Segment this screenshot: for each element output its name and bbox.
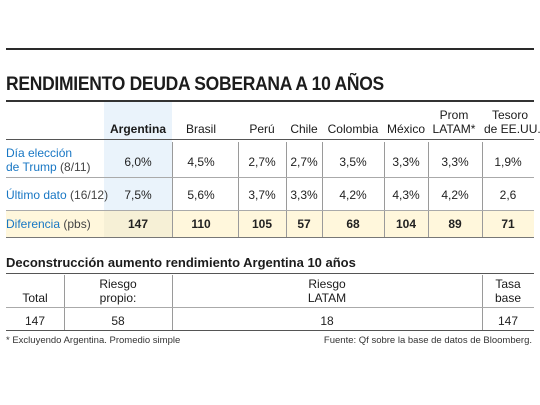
table-cell: 71 — [501, 217, 515, 231]
row-label-ultimo-text: Último dato — [6, 188, 67, 202]
col-divider — [428, 142, 429, 237]
table-cell: 147 — [127, 217, 149, 231]
col-header-argentina: Argentina — [109, 122, 166, 136]
table-cell: 7,5% — [124, 188, 152, 202]
decon-header-riesgo-latam: Riesgo LATAM — [172, 277, 482, 305]
table-bottom-rule — [6, 237, 534, 238]
table-cell: 3,3% — [290, 188, 318, 202]
decon-bottom-rule — [6, 330, 534, 331]
table-cell: 4,2% — [441, 188, 469, 202]
col-header-prom-latam: Prom LATAM* — [430, 108, 478, 136]
decon-value-total: 147 — [24, 314, 46, 328]
table-cell: 110 — [191, 217, 211, 231]
table-cell: 5,6% — [187, 188, 215, 202]
decon-value-tasa-base: 147 — [497, 314, 519, 328]
decon-value-riesgo-propio: 58 — [111, 314, 125, 328]
row-label-eleccion-text: de Trump — [6, 160, 57, 174]
row-label-diferencia-text: Diferencia — [6, 217, 61, 231]
table-cell: 2,6 — [499, 188, 517, 202]
col-header-tesoro-line2: de EE.UU. — [484, 122, 540, 136]
table-cell: 104 — [395, 217, 417, 231]
col-header-mexico: México — [386, 122, 425, 136]
argentina-diferencia-highlight — [104, 211, 172, 237]
col-header-chile: Chile — [290, 122, 318, 136]
footnote: * Excluyendo Argentina. Promedio simple — [6, 335, 181, 346]
row-rule — [6, 210, 534, 211]
table-cell: 57 — [297, 217, 311, 231]
table-cell: 4,3% — [392, 188, 420, 202]
table-cell: 3,7% — [248, 188, 276, 202]
decon-header-riesgo-latam-line2: LATAM — [307, 291, 347, 305]
table-cell: 68 — [346, 217, 360, 231]
col-divider — [172, 142, 173, 237]
row-label-diferencia: Diferencia (pbs) — [6, 217, 91, 231]
table-cell: 3,5% — [339, 155, 367, 169]
decon-header-riesgo-propio-line1: Riesgo — [99, 277, 137, 291]
table-cell: 6,0% — [124, 155, 152, 169]
page-title: RENDIMIENTO DEUDA SOBERANA A 10 AÑOS — [6, 74, 384, 95]
table-cell: 2,7% — [290, 155, 318, 169]
row-label-ultimo-date: (16/12) — [70, 188, 109, 202]
col-divider — [384, 142, 385, 237]
decon-header-rule — [6, 307, 534, 308]
col-header-tesoro: Tesoro de EE.UU. — [484, 108, 540, 136]
header-rule — [6, 139, 534, 140]
row-label-eleccion-line2: de Trump (8/11) — [6, 160, 91, 174]
decon-header-tasa-base-line1: Tasa — [495, 277, 521, 291]
row-rule — [6, 177, 534, 178]
decon-header-riesgo-latam-line1: Riesgo — [308, 277, 346, 291]
decon-header-tasa-base-line2: base — [494, 291, 522, 305]
col-header-colombia: Colombia — [327, 122, 379, 136]
col-divider — [322, 142, 323, 237]
row-label-eleccion-line1: Día elección — [6, 146, 73, 160]
table-cell: 2,7% — [248, 155, 276, 169]
col-header-tesoro-line1: Tesoro — [491, 108, 529, 122]
col-divider — [238, 142, 239, 237]
decon-header-riesgo-propio-line2: propio: — [99, 291, 137, 305]
decon-header-tasa-base: Tasa base — [482, 277, 534, 305]
col-divider — [482, 275, 483, 330]
section-title: Deconstrucción aumento rendimiento Argen… — [6, 255, 356, 270]
top-rule — [6, 48, 534, 50]
table-cell: 1,9% — [494, 155, 522, 169]
table-cell: 3,3% — [392, 155, 420, 169]
row-label-diferencia-unit: (pbs) — [63, 217, 91, 231]
argentina-column-highlight — [104, 102, 172, 210]
section-rule — [6, 273, 534, 274]
table-cell: 89 — [448, 217, 462, 231]
table-cell: 4,5% — [187, 155, 215, 169]
table-cell: 3,3% — [441, 155, 469, 169]
source-note: Fuente: Qf sobre la base de datos de Blo… — [323, 335, 532, 346]
table-cell: 105 — [251, 217, 273, 231]
decon-header-riesgo-propio: Riesgo propio: — [64, 277, 172, 305]
decon-header-total: Total — [22, 291, 48, 305]
row-label-ultimo: Último dato (16/12) — [6, 188, 108, 202]
col-divider — [286, 142, 287, 237]
col-header-brasil: Brasil — [185, 122, 216, 136]
diferencia-row-highlight — [6, 211, 534, 237]
col-header-peru: Perú — [249, 122, 275, 136]
table-cell: 4,2% — [339, 188, 367, 202]
decon-value-riesgo-latam: 18 — [320, 314, 334, 328]
col-divider — [482, 142, 483, 237]
title-underline — [6, 100, 534, 102]
col-header-prom-line2: LATAM* — [432, 122, 476, 136]
col-divider — [172, 275, 173, 330]
col-divider — [64, 275, 65, 330]
row-label-eleccion: Día elección de Trump (8/11) — [6, 146, 91, 174]
row-label-eleccion-date: (8/11) — [60, 160, 91, 174]
col-header-prom-line1: Prom — [439, 108, 469, 122]
